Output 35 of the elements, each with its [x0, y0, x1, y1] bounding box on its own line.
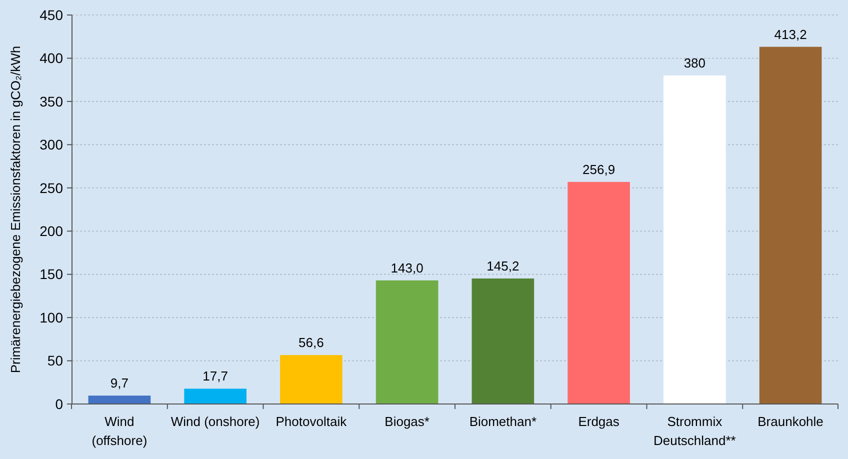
bar: [759, 46, 822, 404]
data-label: 380: [684, 56, 706, 71]
data-label: 9,7: [110, 376, 128, 391]
data-label: 56,6: [298, 335, 324, 350]
bar: [280, 355, 342, 404]
data-label: 17,7: [202, 368, 228, 384]
y-tick-label: 300: [40, 136, 64, 153]
y-tick-label: 350: [40, 93, 64, 110]
bar: [472, 278, 534, 404]
x-tick-label: Strommix Deutschland**: [653, 414, 736, 448]
y-axis-title: Primärenergiebezogene Emissionsfaktoren in gCO₂/kWh: [8, 46, 23, 374]
bar: [568, 182, 630, 404]
y-tick-label: 200: [40, 223, 64, 240]
data-label: 413,2: [774, 26, 807, 42]
y-tick-label: 250: [40, 180, 64, 196]
bar: [664, 76, 726, 404]
data-label: 145,2: [486, 258, 520, 274]
y-tick-label: 100: [40, 309, 64, 326]
y-tick-label: 50: [47, 352, 64, 369]
data-label: 143,0: [390, 260, 424, 276]
x-tick-label: Biogas*: [384, 414, 430, 429]
x-tick-label: Biomethan*: [469, 414, 537, 429]
bar: [88, 396, 151, 404]
y-tick-label: 150: [40, 266, 64, 282]
y-tick-label: 400: [40, 50, 64, 66]
x-tick-label: Erdgas: [578, 414, 620, 429]
x-tick-label: Photovoltaik: [276, 414, 348, 429]
bar: [184, 388, 246, 404]
y-tick-label: 0: [55, 396, 64, 412]
bar: [376, 280, 438, 404]
data-label: 256,9: [582, 162, 616, 177]
x-tick-label: Wind (onshore): [170, 414, 260, 429]
x-tick-label: Wind (offshore): [92, 414, 148, 448]
y-tick-label: 450: [40, 6, 64, 23]
x-tick-label: Braunkohle: [758, 414, 824, 429]
